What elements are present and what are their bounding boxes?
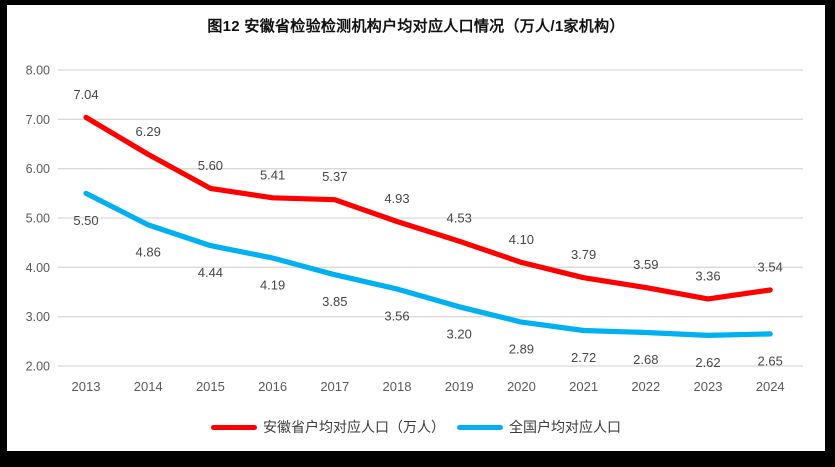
legend-line-swatch-blue: [457, 424, 503, 430]
data-point-label: 3.36: [695, 268, 720, 283]
legend-label-national: 全国户均对应人口: [509, 419, 621, 435]
data-point-label: 4.53: [447, 211, 472, 226]
y-axis-tick-label: 8.00: [26, 64, 50, 78]
x-axis-tick-label: 2013: [72, 379, 101, 394]
data-point-label: 2.65: [758, 353, 783, 368]
line-chart-plot-area: 8.00 7.00 6.00 5.00 4.00 3.00 2.00 2013 2014 2015…: [26, 64, 803, 394]
data-point-label: 4.86: [136, 244, 161, 259]
data-point-label: 4.93: [384, 191, 409, 206]
x-axis-tick-label: 2023: [694, 379, 723, 394]
x-axis-tick-label: 2021: [569, 379, 598, 394]
data-point-label: 3.79: [571, 247, 596, 262]
chart-legend: 安徽省户均对应人口（万人） 全国户均对应人口: [7, 417, 825, 437]
x-axis-tick-label: 2014: [134, 379, 163, 394]
series-line-1: [83, 190, 773, 338]
data-point-label: 2.89: [509, 342, 534, 357]
data-point-label: 3.54: [758, 260, 783, 275]
data-point-label: 5.50: [73, 213, 98, 228]
data-point-label: 3.56: [384, 309, 409, 324]
data-point-label: 6.29: [136, 124, 161, 139]
data-point-label: 2.72: [571, 350, 596, 365]
y-axis-tick-label: 3.00: [26, 310, 50, 324]
legend-item-anhui: 安徽省户均对应人口（万人）: [211, 417, 445, 437]
y-axis-tick-label: 2.00: [26, 360, 50, 374]
y-axis-tick-label: 6.00: [26, 162, 50, 176]
data-point-label: 5.60: [198, 158, 223, 173]
data-point-label: 4.19: [260, 277, 285, 292]
data-point-label: 5.37: [322, 169, 347, 184]
y-axis-tick-label: 5.00: [26, 212, 50, 226]
data-point-label: 7.04: [73, 87, 98, 102]
series-line-0: [83, 114, 773, 302]
legend-label-anhui: 安徽省户均对应人口（万人）: [263, 419, 445, 435]
x-axis-tick-label: 2017: [320, 379, 349, 394]
data-point-label: 4.44: [198, 265, 223, 280]
data-point-label: 3.85: [322, 294, 347, 309]
data-point-label: 3.20: [447, 326, 472, 341]
data-point-label: 5.41: [260, 167, 285, 182]
x-axis-tick-label: 2024: [756, 379, 785, 394]
chart-title: 图12 安徽省检验检测机构户均对应人口情况（万人/1家机构）: [207, 18, 625, 35]
x-axis-tick-label: 2022: [631, 379, 660, 394]
x-axis-tick-label: 2019: [445, 379, 474, 394]
x-axis-tick-label: 2018: [383, 379, 412, 394]
y-axis-tick-label: 4.00: [26, 261, 50, 275]
data-point-label: 2.62: [695, 355, 720, 370]
legend-line-swatch-red: [211, 424, 257, 430]
x-axis-tick-label: 2015: [196, 379, 225, 394]
chart-panel: 图12 安徽省检验检测机构户均对应人口情况（万人/1家机构） 8.00 7.00 6…: [7, 5, 825, 451]
data-point-label: 2.68: [633, 352, 658, 367]
y-axis-tick-label: 7.00: [26, 113, 50, 127]
data-point-label: 3.59: [633, 257, 658, 272]
x-axis-tick-label: 2016: [258, 379, 287, 394]
data-point-label: 4.10: [509, 232, 534, 247]
x-axis-tick-label: 2020: [507, 379, 536, 394]
legend-item-national: 全国户均对应人口: [457, 417, 621, 437]
